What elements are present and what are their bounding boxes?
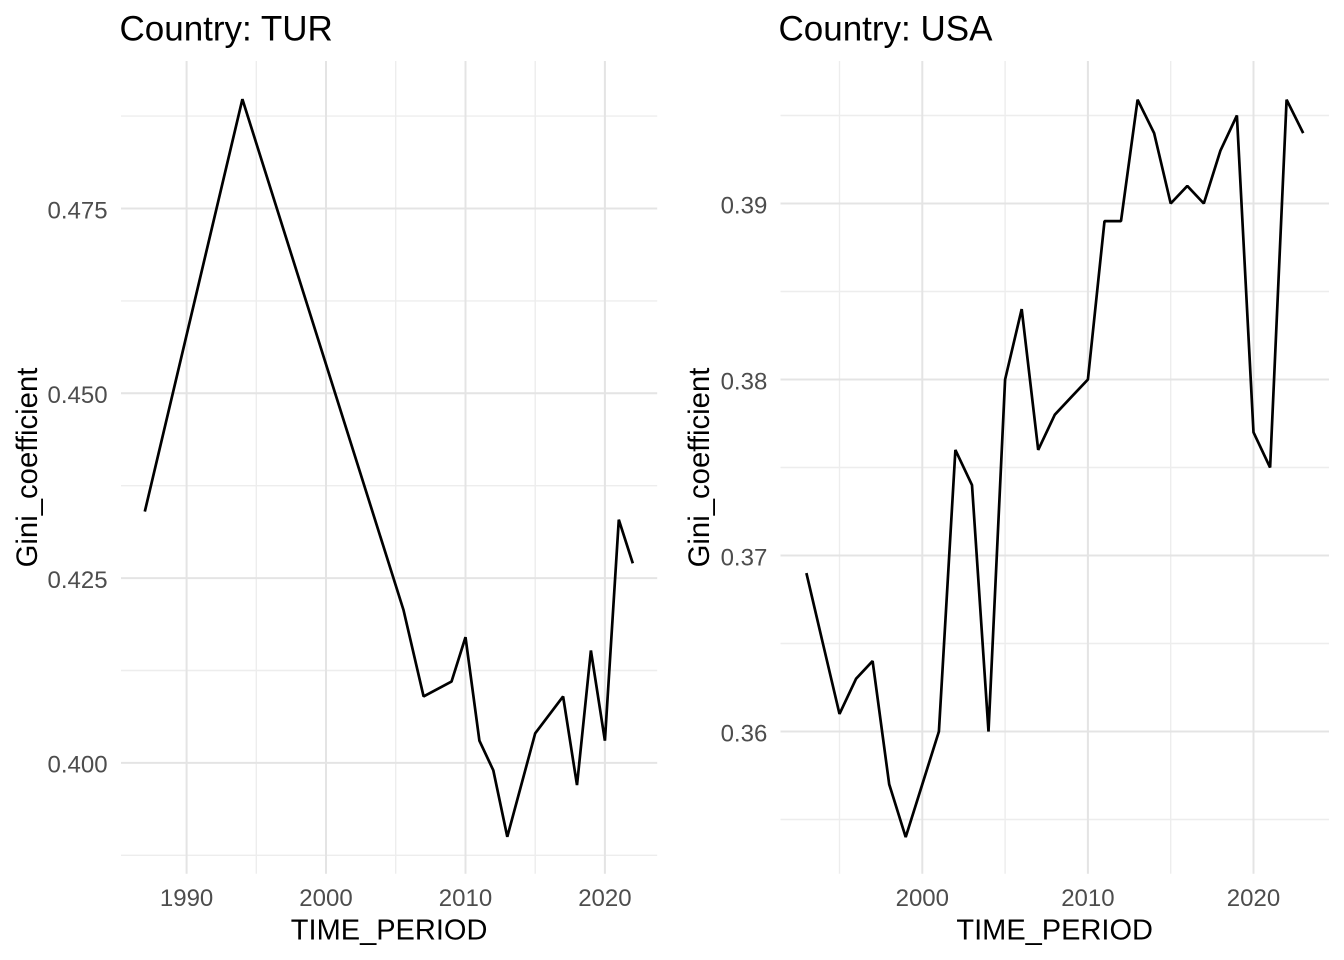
svg-text:0.400: 0.400 xyxy=(48,752,108,779)
svg-text:0.38: 0.38 xyxy=(721,368,768,395)
svg-text:2020: 2020 xyxy=(1227,885,1280,912)
svg-text:1990: 1990 xyxy=(160,885,213,912)
svg-text:Gini_coefficient: Gini_coefficient xyxy=(11,368,44,568)
svg-text:Country: USA: Country: USA xyxy=(779,10,994,49)
svg-text:TIME_PERIOD: TIME_PERIOD xyxy=(956,915,1153,947)
svg-text:2020: 2020 xyxy=(578,885,631,912)
svg-text:2000: 2000 xyxy=(896,885,949,912)
svg-text:0.425: 0.425 xyxy=(48,567,108,594)
svg-text:2010: 2010 xyxy=(439,885,492,912)
svg-text:Gini_coefficient: Gini_coefficient xyxy=(683,368,716,568)
svg-text:TIME_PERIOD: TIME_PERIOD xyxy=(291,915,488,947)
svg-text:0.475: 0.475 xyxy=(48,197,108,224)
svg-text:0.39: 0.39 xyxy=(721,192,768,219)
svg-text:0.36: 0.36 xyxy=(721,720,768,747)
svg-text:2000: 2000 xyxy=(299,885,352,912)
svg-text:0.37: 0.37 xyxy=(721,544,768,571)
svg-text:0.450: 0.450 xyxy=(48,382,108,409)
svg-text:2010: 2010 xyxy=(1061,885,1114,912)
svg-text:Country: TUR: Country: TUR xyxy=(120,10,333,49)
